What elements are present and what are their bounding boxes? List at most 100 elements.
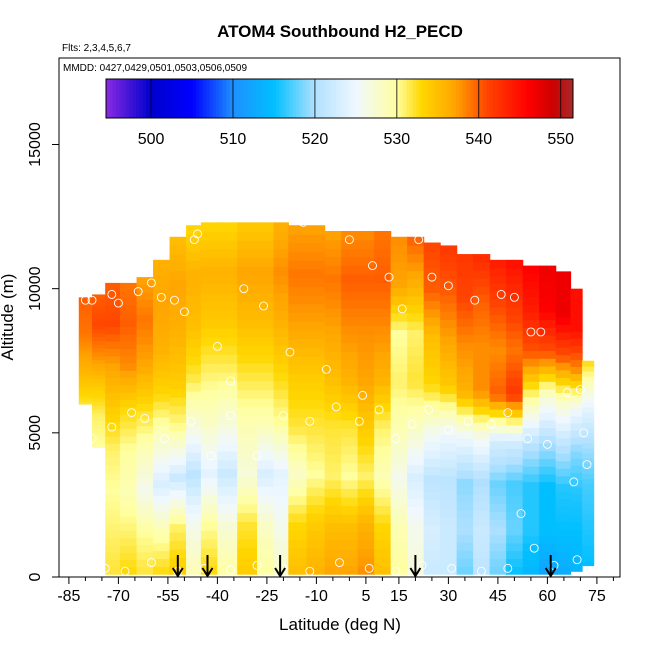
heat-cell [506,511,524,520]
heat-cell [570,323,583,332]
heat-cell [539,335,557,344]
colorbar-segment [179,79,184,118]
heat-cell [92,309,106,315]
heat-cell [105,523,121,532]
heat-cell [570,331,583,339]
heat-cell [456,294,474,303]
heat-cell [324,282,342,292]
heat-cell [374,488,392,498]
heat-cell [423,524,441,534]
sample-point [364,563,374,573]
heat-cell [78,355,93,360]
heat-cell [78,315,93,320]
heat-cell [120,530,138,539]
heat-cell [186,408,202,418]
colorbar-segment [166,79,170,118]
heat-cell [423,308,441,318]
heat-cell [374,308,392,318]
heat-cell [539,489,557,498]
heat-cell [506,534,524,544]
heat-cell [555,407,572,416]
heat-cell [522,288,540,298]
colorbar-segment [469,79,474,118]
heat-cell [92,401,106,406]
heat-cell [120,319,138,328]
x-tick-label: 45 [489,588,507,605]
heat-cell [522,358,540,367]
heat-cell [456,462,474,471]
heat-cell [570,422,583,431]
sample-point [384,272,394,282]
heat-cell [456,254,474,263]
heat-cell [169,312,187,322]
heat-cell [357,385,375,395]
heat-cell [257,248,275,259]
heat-cell [407,430,425,440]
heat-cell [257,494,275,505]
heat-cell [390,262,408,272]
heat-cell [186,443,202,453]
heat-cell [153,369,171,379]
heat-cell [489,534,507,544]
heat-cell [105,341,121,350]
heat-cell [341,436,359,447]
heat-cell [169,236,187,246]
heat-cell [105,421,121,430]
heat-cell [506,526,524,536]
heat-cell [407,405,425,415]
heat-cell [153,291,171,300]
heat-cell [273,363,289,373]
heat-cell [105,348,121,357]
colorbar-tick-label: 510 [220,131,247,148]
heat-cell [288,547,308,558]
heat-cell [288,460,308,471]
heat-cell [92,294,106,299]
heat-cell [582,550,595,556]
colorbar-segment [289,79,294,118]
heat-cell [506,440,524,450]
sample-point [335,558,344,568]
heat-cell [237,433,258,443]
heat-cell [306,460,326,471]
heat-cell [489,369,507,379]
heat-cell [440,459,458,468]
heat-cell [169,489,187,499]
heat-cell [456,542,474,551]
heat-cell [440,401,458,411]
sample-point [503,563,513,573]
heat-cell [217,389,238,399]
colorbar-segment [346,79,351,118]
heat-cell [237,301,258,311]
heat-cell [407,472,425,482]
heat-cell [257,310,275,320]
heat-cell [407,287,425,297]
arrow-head [201,567,214,578]
heat-cell [423,358,441,368]
heat-cell [522,304,540,313]
heat-cell [92,328,106,334]
heat-cell [357,402,375,412]
heat-cell [341,479,359,489]
heat-cell [105,370,121,379]
heat-cell [357,282,375,292]
heat-cell [473,438,491,447]
heat-cell [570,302,583,311]
heat-cell [582,509,595,515]
heat-cell [136,358,154,367]
heat-cell [78,345,93,349]
heat-cell [341,496,359,507]
heat-cell [273,503,289,514]
heat-cell [489,377,507,387]
heat-cell [522,466,540,475]
heat-cell [120,479,138,488]
heat-cell [522,412,540,421]
heat-cell [288,434,308,444]
heat-cell [506,267,524,277]
heat-cell [423,391,441,401]
heat-cell [200,459,218,470]
heat-cell [200,336,218,347]
heat-cell [489,519,507,528]
heat-cell [257,459,275,470]
heat-cell [273,459,289,470]
heat-cell [257,477,275,487]
